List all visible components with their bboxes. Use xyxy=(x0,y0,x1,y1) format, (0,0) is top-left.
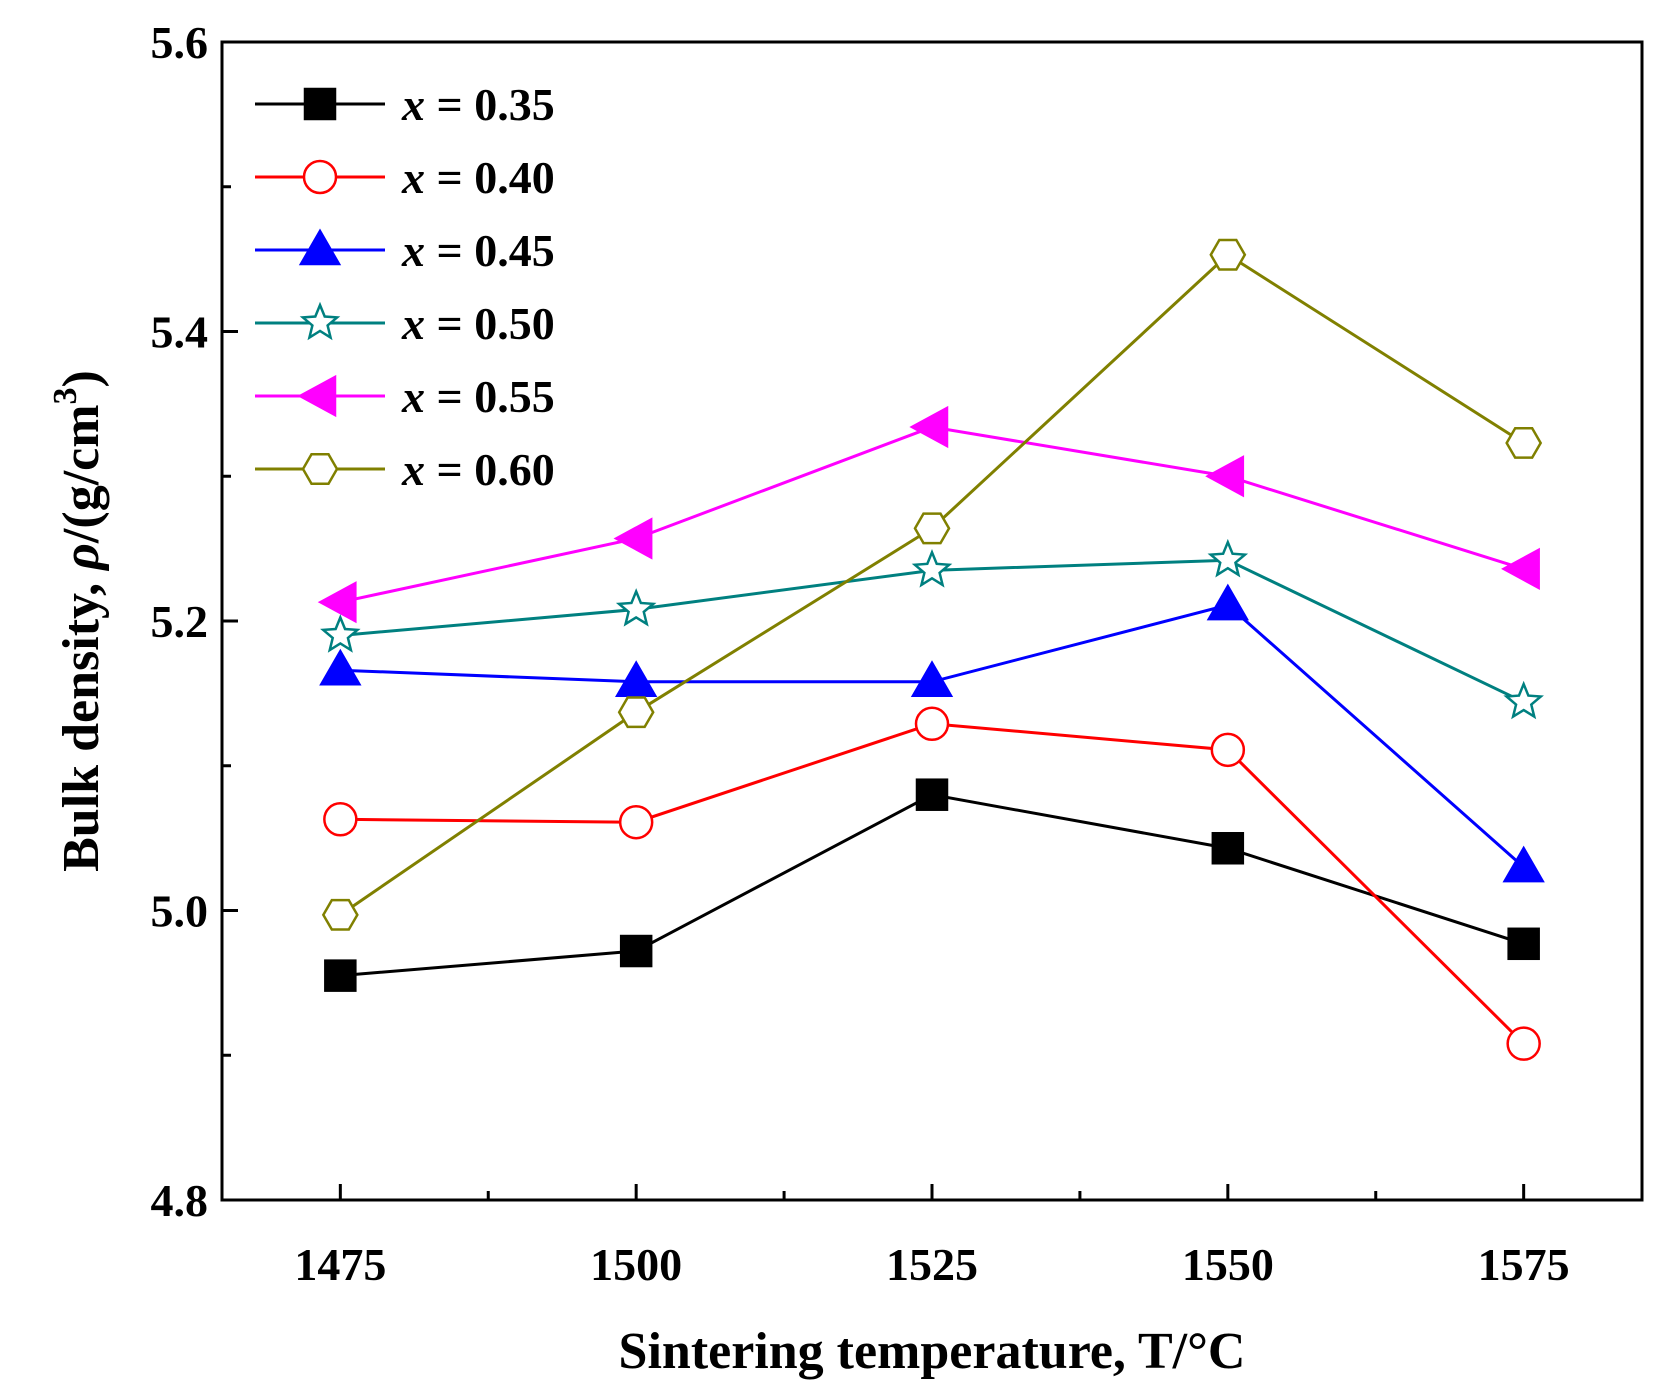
legend-variable: x xyxy=(401,79,425,130)
legend-value: = 0.35 xyxy=(425,79,555,130)
data-point xyxy=(317,581,357,624)
data-point xyxy=(324,959,357,992)
legend-variable: x xyxy=(401,298,425,349)
data-point xyxy=(613,517,653,560)
legend-label: x = 0.55 xyxy=(401,371,555,422)
y-tick-label: 4.8 xyxy=(151,1175,209,1226)
legend-item: x = 0.35 xyxy=(255,79,555,130)
data-point xyxy=(1206,583,1249,621)
legend-marker xyxy=(302,159,338,195)
legend-item: x = 0.40 xyxy=(255,152,555,203)
legend-variable: x xyxy=(401,371,425,422)
x-tick-label: 1500 xyxy=(590,1239,682,1290)
y-axis-title-prefix: Bulk density, xyxy=(53,570,110,872)
series-045 xyxy=(319,583,1545,883)
legend-label: x = 0.50 xyxy=(401,298,555,349)
y-tick-label: 5.0 xyxy=(151,886,209,937)
data-point xyxy=(618,804,654,840)
data-point xyxy=(619,934,653,968)
data-point xyxy=(910,660,954,698)
series-line xyxy=(339,252,1525,917)
data-point xyxy=(1205,455,1245,498)
plot-frame xyxy=(220,40,1644,1202)
legend-value: = 0.60 xyxy=(425,444,555,495)
axes: 1475 1500 1525 1550 1575 4.8 5.0 5.2 5.4 5.6 xyxy=(151,17,1644,1290)
legend-marker xyxy=(303,87,337,121)
series-055 xyxy=(317,405,1540,624)
data-point xyxy=(1501,547,1540,590)
data-point xyxy=(615,660,658,698)
data-point xyxy=(321,898,359,931)
data-point xyxy=(1503,680,1544,720)
data-point xyxy=(1506,1026,1541,1061)
data-point xyxy=(320,614,361,653)
data-point xyxy=(615,588,657,627)
legend-item: x = 0.60 xyxy=(255,444,555,495)
data-point xyxy=(1507,927,1540,961)
data-point xyxy=(1502,845,1545,883)
data-point xyxy=(915,778,949,811)
data-point xyxy=(914,706,950,742)
series-050 xyxy=(320,538,1544,720)
data-point xyxy=(323,802,358,837)
legend: x = 0.35x = 0.40x = 0.45x = 0.50x = 0.55… xyxy=(255,79,555,495)
legend-variable: x xyxy=(401,225,425,276)
data-point xyxy=(617,696,655,729)
legend-value: = 0.50 xyxy=(425,298,555,349)
legend-label: x = 0.35 xyxy=(401,79,555,130)
y-tick-label: 5.4 xyxy=(151,307,209,358)
series-layer xyxy=(317,238,1545,1061)
legend-item: x = 0.55 xyxy=(255,371,555,422)
legend-value: = 0.45 xyxy=(425,225,555,276)
data-point xyxy=(1207,538,1249,578)
legend-marker xyxy=(297,374,337,418)
data-point xyxy=(909,405,949,449)
y-axis-title-sup: 3 xyxy=(47,387,84,404)
y-axis-title-unit: /(g/cm xyxy=(53,404,110,544)
legend-label: x = 0.45 xyxy=(401,225,555,276)
legend-marker xyxy=(298,228,342,266)
x-tick-label: 1575 xyxy=(1478,1239,1570,1290)
y-axis-title-close: ) xyxy=(53,370,110,387)
data-point xyxy=(1211,832,1245,865)
data-point xyxy=(319,648,362,686)
data-point xyxy=(913,512,951,545)
legend-label: x = 0.60 xyxy=(401,444,555,495)
series-060 xyxy=(321,238,1543,931)
x-tick-label: 1475 xyxy=(294,1239,386,1290)
data-point xyxy=(911,549,953,588)
legend-variable: x xyxy=(401,444,425,495)
y-axis-title-symbol: ρ xyxy=(53,543,110,572)
legend-value: = 0.55 xyxy=(425,371,555,422)
legend-value: = 0.40 xyxy=(425,152,555,203)
legend-variable: x xyxy=(401,152,425,203)
legend-label: x = 0.40 xyxy=(401,152,555,203)
legend-marker xyxy=(301,453,339,485)
legend-item: x = 0.50 xyxy=(255,298,555,349)
x-tick-label: 1550 xyxy=(1182,1239,1274,1290)
series-040 xyxy=(323,706,1541,1061)
data-point xyxy=(1209,238,1247,271)
y-axis-title: Bulk density, ρ/(g/cm3) xyxy=(47,370,110,872)
y-tick-label: 5.6 xyxy=(151,17,209,68)
x-tick-label: 1525 xyxy=(886,1239,978,1290)
series-line xyxy=(340,722,1525,1045)
legend-marker xyxy=(299,301,341,341)
y-tick-label: 5.2 xyxy=(151,596,209,647)
data-point xyxy=(1210,732,1246,768)
series-035 xyxy=(324,778,1540,992)
data-point xyxy=(1505,426,1543,459)
legend-item: x = 0.45 xyxy=(255,225,555,276)
x-axis-title: Sintering temperature, T/°C xyxy=(619,1323,1246,1380)
